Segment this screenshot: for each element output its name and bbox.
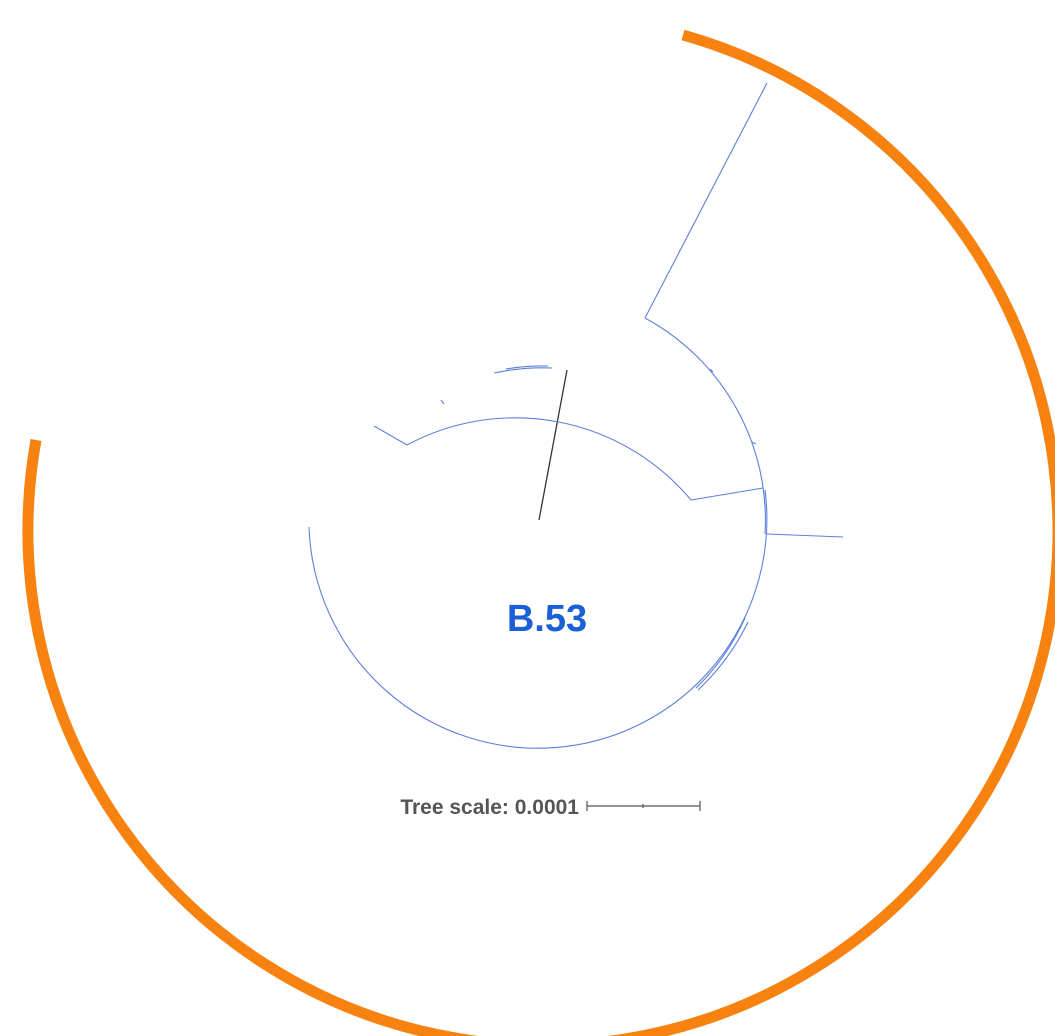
tree-scale: Tree scale: 0.0001 [400,796,701,819]
clade-label: B.53 [507,598,587,640]
inner-arc [308,489,768,749]
tree-branches [308,82,844,749]
leaf-branch [373,425,408,446]
sub-arc [493,367,553,374]
leaf-tick [709,368,714,373]
root-branch [538,369,568,521]
inner-arc-top [406,417,692,501]
sub-arc [697,621,749,691]
sub-arc [505,365,549,370]
leaf-tick [751,441,757,445]
outer-arc [644,317,766,535]
leaf-branch-long [644,82,768,319]
leaf-branch [766,533,844,538]
internal-branch [690,487,764,501]
tree-scale-bar [586,801,701,811]
clade-ring [22,29,1055,1036]
tree-scale-label: Tree scale: 0.0001 [400,796,579,819]
sub-arc [695,617,746,689]
leaf-tick [440,399,445,405]
